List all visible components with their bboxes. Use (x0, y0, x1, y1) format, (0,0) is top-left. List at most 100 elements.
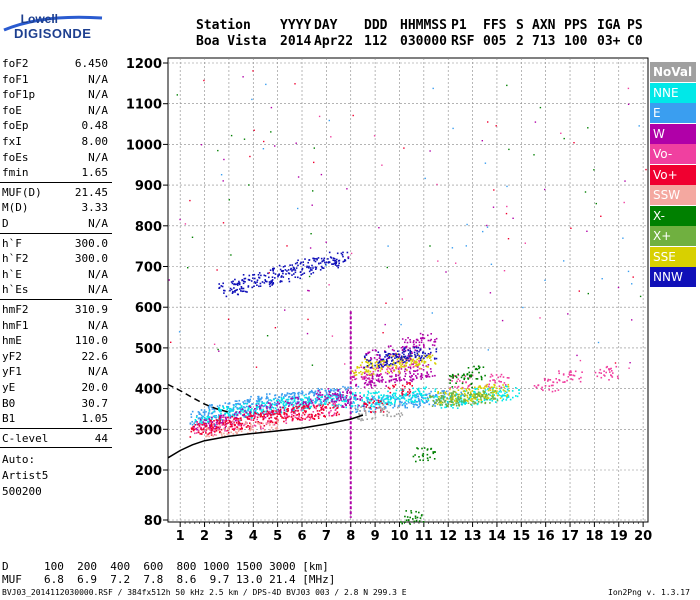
data-point (476, 399, 478, 402)
data-point (401, 393, 404, 395)
data-point (448, 394, 451, 396)
data-point (342, 396, 344, 399)
data-point (212, 415, 215, 418)
data-point (308, 266, 310, 269)
data-point (398, 377, 401, 379)
data-point (381, 379, 383, 382)
data-point (275, 427, 277, 429)
data-point (244, 420, 247, 423)
data-point (306, 265, 308, 268)
data-point (310, 389, 313, 392)
data-point (314, 390, 317, 393)
data-point (289, 401, 292, 404)
data-point (351, 379, 354, 381)
data-point (366, 373, 368, 376)
data-point (435, 350, 438, 353)
data-point (371, 349, 374, 352)
data-point (476, 378, 479, 380)
data-point (312, 271, 315, 274)
noise-point (506, 205, 508, 208)
data-point (568, 373, 571, 375)
data-point (411, 396, 414, 399)
data-point (307, 414, 309, 416)
data-point (239, 411, 241, 414)
data-point (422, 387, 425, 389)
data-point (349, 391, 351, 394)
data-point (215, 415, 217, 417)
data-point (422, 343, 425, 346)
data-point (377, 407, 379, 409)
data-point (418, 361, 421, 363)
data-point (465, 388, 468, 390)
data-point (367, 392, 370, 394)
data-point (302, 264, 305, 266)
noise-point (184, 223, 187, 225)
data-point (407, 357, 409, 360)
data-point (225, 418, 227, 421)
data-point (389, 401, 391, 404)
data-point (436, 403, 439, 406)
data-point (404, 350, 406, 353)
data-point (370, 380, 373, 383)
data-point (244, 277, 247, 280)
data-point (388, 401, 390, 404)
data-point (261, 412, 264, 414)
data-point (248, 401, 250, 403)
data-point (460, 395, 462, 397)
data-point (367, 384, 369, 386)
data-point (377, 378, 380, 380)
data-point (363, 355, 366, 358)
data-point (401, 384, 404, 387)
data-point (398, 372, 401, 374)
param-row: yF1 N/A (0, 364, 112, 380)
noise-point (274, 145, 276, 147)
data-point (337, 398, 339, 400)
data-point (397, 412, 400, 415)
data-point (219, 419, 222, 421)
data-point (201, 421, 203, 424)
data-point (344, 386, 346, 389)
data-point (225, 420, 227, 422)
data-point (297, 394, 300, 396)
data-point (215, 427, 217, 430)
data-point (238, 283, 241, 286)
data-point (570, 378, 573, 380)
noise-point (297, 207, 299, 210)
data-point (333, 405, 335, 407)
x-tick-label: 20 (634, 529, 652, 544)
data-point (401, 352, 404, 354)
data-point (377, 351, 380, 353)
data-point (203, 412, 206, 414)
data-point (391, 371, 394, 374)
data-point (231, 415, 233, 418)
data-point (274, 407, 277, 409)
data-point (223, 289, 225, 292)
data-point (502, 384, 504, 386)
data-point (458, 400, 461, 403)
data-point (199, 423, 202, 425)
data-point (369, 380, 371, 382)
data-point (284, 394, 286, 396)
data-point (220, 285, 223, 287)
data-point (373, 367, 375, 370)
data-point (299, 277, 301, 280)
data-point (431, 344, 434, 346)
data-point (428, 355, 431, 357)
data-point (207, 428, 209, 430)
data-point (194, 424, 197, 426)
data-point (254, 408, 256, 410)
data-point (334, 259, 337, 262)
header-label-9: PPS (564, 18, 588, 33)
data-point (292, 414, 295, 417)
data-point (399, 363, 401, 365)
data-point (247, 414, 250, 416)
data-point (566, 379, 568, 382)
data-point (394, 394, 396, 396)
noise-point (252, 70, 254, 72)
data-point (372, 402, 374, 404)
data-point (316, 258, 318, 261)
data-point (324, 400, 327, 402)
data-point (232, 407, 235, 409)
data-point (193, 428, 195, 431)
data-point (322, 412, 324, 414)
